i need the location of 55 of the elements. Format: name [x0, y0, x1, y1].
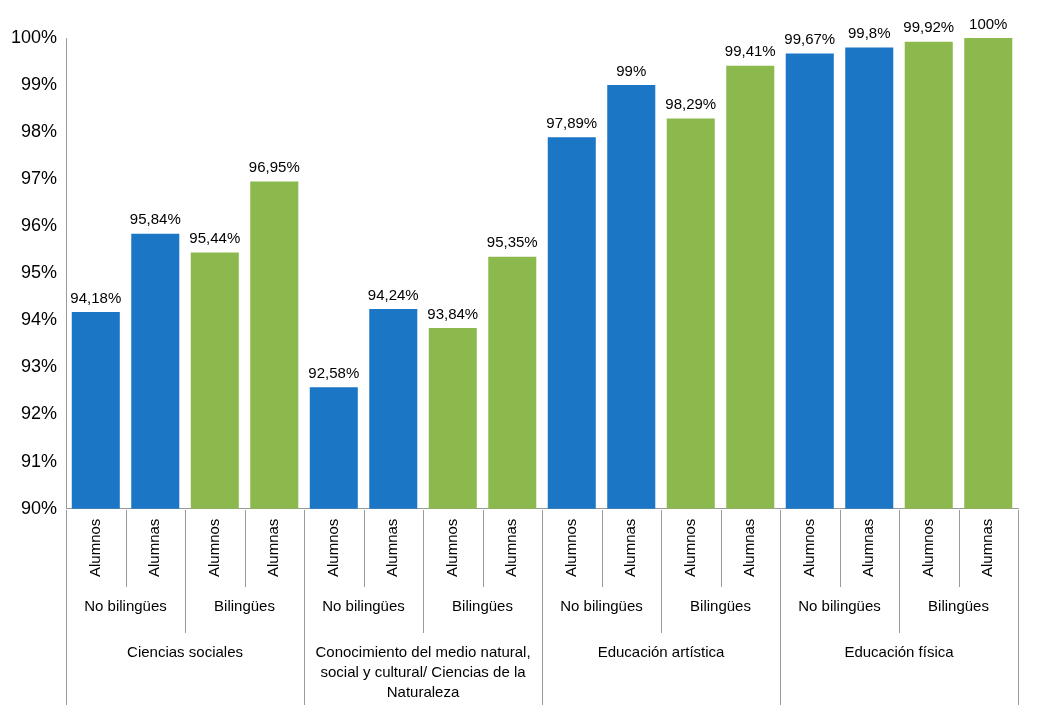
text: No bilingües	[84, 596, 167, 614]
text: Educación artística	[597, 642, 726, 660]
data-label: 99,8%	[847, 24, 891, 42]
x-tick-label: Alumnas	[264, 518, 282, 577]
text: Bilingües	[452, 596, 513, 614]
data-label: 100%	[969, 14, 1008, 32]
x-tick-label: Alumnos	[442, 518, 460, 577]
data-label: 94,18%	[70, 288, 122, 306]
y-tick-label: 90%	[21, 497, 58, 518]
data-label: 95,35%	[486, 233, 538, 251]
x-tick-label: Alumnos	[799, 518, 817, 577]
data-label: 99%	[616, 61, 647, 79]
x-tick-label: Alumnos	[204, 518, 222, 577]
data-label: 95,44%	[189, 229, 241, 247]
x-tick-label: Alumnas	[621, 518, 639, 577]
x-tick-label: Alumnos	[680, 518, 698, 577]
x-tick-label: Alumnos	[918, 518, 936, 577]
text: Bilingües	[690, 596, 751, 614]
x-tick-label: Alumnos	[323, 518, 341, 577]
x-tick-label: Alumnos	[561, 518, 579, 577]
data-label: 94,24%	[367, 285, 419, 303]
y-tick-label: 98%	[21, 121, 58, 142]
y-tick-label: 91%	[21, 450, 58, 471]
text: No bilingües	[560, 596, 643, 614]
text: Educación física	[844, 642, 955, 660]
text: Bilingües	[214, 596, 275, 614]
x-tick-label: Alumnas	[978, 518, 996, 577]
text: No bilingües	[322, 596, 405, 614]
data-label: 98,29%	[665, 95, 717, 113]
data-label: 97,89%	[546, 113, 598, 131]
text: Bilingües	[928, 596, 989, 614]
y-tick-label: 95%	[21, 262, 58, 283]
data-label: 96,95%	[248, 158, 300, 176]
x-tick-label: Alumnas	[740, 518, 758, 577]
x-tick-label: Alumnas	[383, 518, 401, 577]
y-tick-label: 97%	[21, 168, 58, 189]
data-label: 93,84%	[427, 304, 479, 322]
data-label: 99,41%	[724, 42, 776, 60]
y-tick-label: 93%	[21, 356, 58, 377]
text: Conocimiento del medio natural, social y cultural/ Ciencias de la Naturaleza	[315, 642, 531, 700]
text: No bilingües	[798, 596, 881, 614]
data-label: 99,67%	[784, 30, 836, 48]
data-label: 95,84%	[129, 210, 181, 228]
data-label: 99,92%	[903, 18, 955, 36]
x-tick-label: Alumnas	[145, 518, 163, 577]
x-tick-label: Alumnos	[85, 518, 103, 577]
y-tick-label: 96%	[21, 215, 58, 236]
y-tick-label: 100%	[10, 26, 58, 47]
y-tick-label: 94%	[21, 309, 58, 330]
data-label: 92,58%	[308, 363, 360, 381]
y-tick-label: 92%	[21, 403, 58, 424]
y-tick-label: 99%	[21, 74, 58, 95]
text: Ciencias sociales	[127, 642, 243, 660]
x-tick-label: Alumnas	[859, 518, 877, 577]
x-tick-label: Alumnas	[502, 518, 520, 577]
